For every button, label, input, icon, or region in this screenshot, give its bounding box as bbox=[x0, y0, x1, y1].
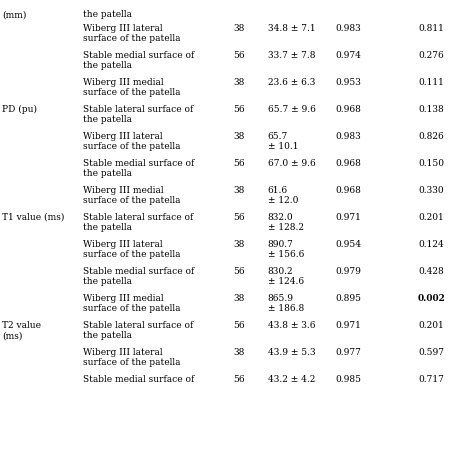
Text: 38: 38 bbox=[234, 132, 245, 141]
Text: 38: 38 bbox=[234, 24, 245, 33]
Text: Stable medial surface of
the patella: Stable medial surface of the patella bbox=[83, 267, 194, 286]
Text: 0.150: 0.150 bbox=[419, 159, 444, 168]
Text: 34.8 ± 7.1: 34.8 ± 7.1 bbox=[268, 24, 315, 33]
Text: 56: 56 bbox=[234, 213, 245, 222]
Text: 38: 38 bbox=[234, 186, 245, 195]
Text: Stable lateral surface of
the patella: Stable lateral surface of the patella bbox=[83, 105, 193, 124]
Text: 0.201: 0.201 bbox=[419, 321, 444, 330]
Text: T2 value
(ms): T2 value (ms) bbox=[2, 321, 41, 340]
Text: 0.597: 0.597 bbox=[419, 348, 444, 357]
Text: 0.983: 0.983 bbox=[336, 132, 361, 141]
Text: PD (pu): PD (pu) bbox=[2, 105, 37, 114]
Text: 43.9 ± 5.3: 43.9 ± 5.3 bbox=[268, 348, 315, 357]
Text: 56: 56 bbox=[234, 105, 245, 114]
Text: 38: 38 bbox=[234, 240, 245, 249]
Text: 0.002: 0.002 bbox=[418, 294, 445, 303]
Text: 0.428: 0.428 bbox=[419, 267, 444, 276]
Text: 0.953: 0.953 bbox=[336, 78, 361, 87]
Text: Wiberg III lateral
surface of the patella: Wiberg III lateral surface of the patell… bbox=[83, 240, 181, 259]
Text: 43.8 ± 3.6: 43.8 ± 3.6 bbox=[268, 321, 315, 330]
Text: 61.6
± 12.0: 61.6 ± 12.0 bbox=[268, 186, 298, 205]
Text: Wiberg III lateral
surface of the patella: Wiberg III lateral surface of the patell… bbox=[83, 24, 181, 43]
Text: Wiberg III medial
surface of the patella: Wiberg III medial surface of the patella bbox=[83, 186, 181, 205]
Text: 0.979: 0.979 bbox=[336, 267, 361, 276]
Text: 56: 56 bbox=[234, 267, 245, 276]
Text: Wiberg III medial
surface of the patella: Wiberg III medial surface of the patella bbox=[83, 294, 181, 313]
Text: 56: 56 bbox=[234, 321, 245, 330]
Text: 38: 38 bbox=[234, 78, 245, 87]
Text: Stable lateral surface of
the patella: Stable lateral surface of the patella bbox=[83, 213, 193, 232]
Text: 0.276: 0.276 bbox=[419, 51, 444, 60]
Text: 0.968: 0.968 bbox=[336, 105, 361, 114]
Text: 23.6 ± 6.3: 23.6 ± 6.3 bbox=[268, 78, 315, 87]
Text: 65.7
± 10.1: 65.7 ± 10.1 bbox=[268, 132, 298, 151]
Text: 0.895: 0.895 bbox=[336, 294, 361, 303]
Text: 0.717: 0.717 bbox=[419, 375, 444, 384]
Text: 0.826: 0.826 bbox=[419, 132, 444, 141]
Text: 38: 38 bbox=[234, 348, 245, 357]
Text: 0.124: 0.124 bbox=[419, 240, 444, 249]
Text: Stable medial surface of
the patella: Stable medial surface of the patella bbox=[83, 51, 194, 70]
Text: 0.971: 0.971 bbox=[336, 321, 361, 330]
Text: 0.811: 0.811 bbox=[419, 24, 444, 33]
Text: 0.138: 0.138 bbox=[419, 105, 444, 114]
Text: 65.7 ± 9.6: 65.7 ± 9.6 bbox=[268, 105, 316, 114]
Text: 56: 56 bbox=[234, 51, 245, 60]
Text: Stable medial surface of: Stable medial surface of bbox=[83, 375, 194, 384]
Text: 0.111: 0.111 bbox=[419, 78, 444, 87]
Text: the patella: the patella bbox=[83, 10, 132, 19]
Text: 830.2
± 124.6: 830.2 ± 124.6 bbox=[268, 267, 304, 286]
Text: 0.968: 0.968 bbox=[336, 159, 361, 168]
Text: Wiberg III lateral
surface of the patella: Wiberg III lateral surface of the patell… bbox=[83, 348, 181, 367]
Text: 0.977: 0.977 bbox=[336, 348, 361, 357]
Text: Wiberg III medial
surface of the patella: Wiberg III medial surface of the patella bbox=[83, 78, 181, 97]
Text: 0.201: 0.201 bbox=[419, 213, 444, 222]
Text: 56: 56 bbox=[234, 375, 245, 384]
Text: 43.2 ± 4.2: 43.2 ± 4.2 bbox=[268, 375, 315, 384]
Text: 38: 38 bbox=[234, 294, 245, 303]
Text: 0.330: 0.330 bbox=[419, 186, 444, 195]
Text: 0.974: 0.974 bbox=[336, 51, 361, 60]
Text: 832.0
± 128.2: 832.0 ± 128.2 bbox=[268, 213, 304, 232]
Text: 0.971: 0.971 bbox=[336, 213, 361, 222]
Text: 67.0 ± 9.6: 67.0 ± 9.6 bbox=[268, 159, 316, 168]
Text: 0.968: 0.968 bbox=[336, 186, 361, 195]
Text: 0.983: 0.983 bbox=[336, 24, 361, 33]
Text: 890.7
± 156.6: 890.7 ± 156.6 bbox=[268, 240, 304, 259]
Text: 0.985: 0.985 bbox=[336, 375, 361, 384]
Text: Stable lateral surface of
the patella: Stable lateral surface of the patella bbox=[83, 321, 193, 340]
Text: T1 value (ms): T1 value (ms) bbox=[2, 213, 65, 222]
Text: 865.9
± 186.8: 865.9 ± 186.8 bbox=[268, 294, 304, 313]
Text: Wiberg III lateral
surface of the patella: Wiberg III lateral surface of the patell… bbox=[83, 132, 181, 151]
Text: Stable medial surface of
the patella: Stable medial surface of the patella bbox=[83, 159, 194, 178]
Text: (mm): (mm) bbox=[2, 10, 27, 19]
Text: 33.7 ± 7.8: 33.7 ± 7.8 bbox=[268, 51, 315, 60]
Text: 0.954: 0.954 bbox=[336, 240, 361, 249]
Text: 56: 56 bbox=[234, 159, 245, 168]
